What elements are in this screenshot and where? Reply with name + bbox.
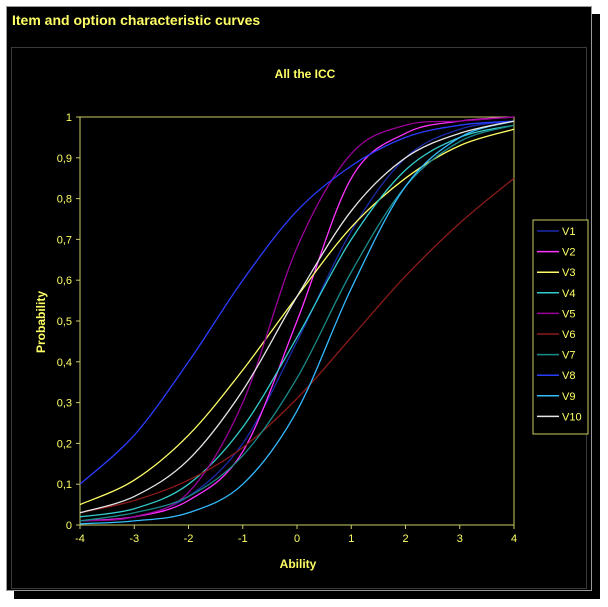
legend-label: V3 <box>562 267 575 279</box>
y-tick-label: 0,7 <box>57 234 72 246</box>
x-tick-label: -1 <box>238 533 248 545</box>
y-tick-label: 0,4 <box>57 357 72 369</box>
chart-title: All the ICC <box>275 67 336 81</box>
x-tick-label: 4 <box>511 533 517 545</box>
legend-label: V5 <box>562 308 575 320</box>
series-line-v5 <box>79 116 515 522</box>
y-axis-label: Probability <box>34 291 48 353</box>
window-title: Item and option characteristic curves <box>12 12 261 28</box>
legend-label: V8 <box>562 370 575 382</box>
y-tick-label: 0,9 <box>57 153 72 165</box>
x-tick-label: -4 <box>75 533 85 545</box>
y-tick-label: 0 <box>66 520 72 532</box>
legend-label: V10 <box>562 411 582 423</box>
y-tick-label: 0,1 <box>57 479 72 491</box>
series-line-v8 <box>79 120 515 485</box>
series-line-v7 <box>79 124 515 522</box>
series-line-v6 <box>79 177 515 514</box>
legend-label: V4 <box>562 288 575 300</box>
legend-label: V2 <box>562 247 575 259</box>
y-tick-label: 0,3 <box>57 398 72 410</box>
x-tick-label: -2 <box>184 533 194 545</box>
y-tick-label: 0,2 <box>57 438 72 450</box>
legend-label: V7 <box>562 350 575 362</box>
x-tick-label: 0 <box>294 533 300 545</box>
legend-label: V1 <box>562 226 575 238</box>
series-line-v2 <box>79 116 515 522</box>
legend-label: V6 <box>562 329 575 341</box>
chart-window: Item and option characteristic curves <box>6 6 592 591</box>
legend-box <box>532 219 589 435</box>
series-line-v10 <box>79 120 515 514</box>
series-line-v9 <box>79 120 515 525</box>
x-axis-label: Ability <box>280 557 317 571</box>
x-tick-label: -3 <box>129 533 139 545</box>
y-tick-label: 0,6 <box>57 275 72 287</box>
y-tick-label: 0,5 <box>57 316 72 328</box>
x-tick-label: 2 <box>402 533 408 545</box>
legend-label: V9 <box>562 391 575 403</box>
y-tick-label: 1 <box>66 112 72 124</box>
y-tick-label: 0,8 <box>57 194 72 206</box>
series-line-v3 <box>79 128 515 506</box>
x-tick-label: 1 <box>348 533 354 545</box>
x-tick-label: 3 <box>457 533 463 545</box>
series-line-v4 <box>79 124 515 518</box>
